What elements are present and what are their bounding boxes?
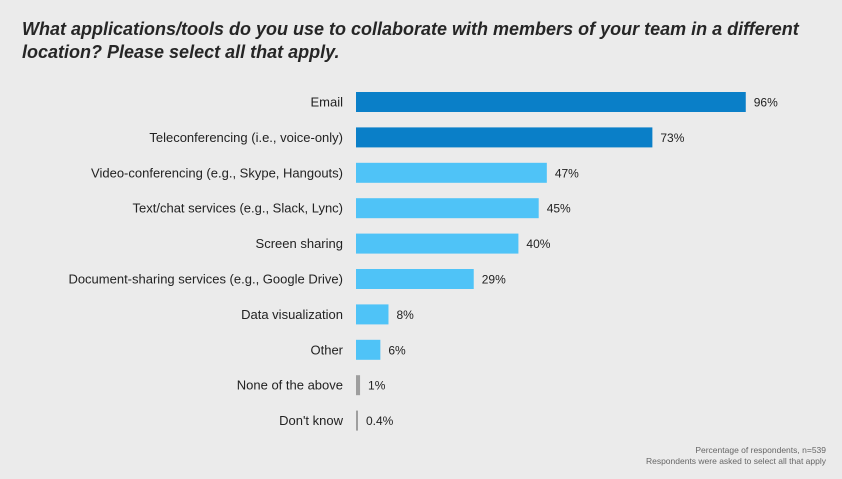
category-label-email: Email	[310, 95, 343, 110]
category-label-don-t-know: Don't know	[279, 413, 344, 428]
bar-other	[356, 339, 381, 360]
category-label-video-conferencing-e-g-skype-hangouts: Video-conferencing (e.g., Skype, Hangout…	[91, 165, 343, 180]
category-label-document-sharing-services-e-g-google-drive: Document-sharing services (e.g., Google …	[68, 272, 343, 287]
category-label-screen-sharing: Screen sharing	[256, 236, 343, 251]
value-label-text-chat-services-e-g-slack-lync: 45%	[547, 202, 571, 216]
footnote-select-all: Respondents were asked to select all tha…	[645, 456, 826, 466]
chart-title: What applications/tools do you use to co…	[22, 19, 799, 62]
category-label-text-chat-services-e-g-slack-lync: Text/chat services (e.g., Slack, Lync)	[133, 201, 343, 216]
footnote: Percentage of respondents, n=539 Respond…	[646, 445, 826, 467]
category-label-none-of-the-above: None of the above	[237, 378, 343, 393]
category-label-data-visualization: Data visualization	[241, 307, 343, 322]
category-label-other: Other	[310, 342, 343, 357]
value-label-data-visualization: 8%	[396, 308, 414, 322]
category-label-teleconferencing-i-e-voice-only: Teleconferencing (i.e., voice-only)	[149, 130, 343, 145]
bar-teleconferencing-i-e-voice-only	[356, 127, 653, 148]
bar-data-visualization	[356, 304, 389, 325]
bar-don-t-know	[356, 410, 358, 431]
value-label-other: 6%	[388, 343, 406, 357]
value-label-email: 96%	[754, 96, 778, 110]
bar-none-of-the-above	[356, 375, 361, 396]
value-label-none-of-the-above: 1%	[368, 379, 386, 393]
value-label-video-conferencing-e-g-skype-hangouts: 47%	[555, 166, 579, 180]
footnote-respondents: Percentage of respondents, n=539	[695, 445, 826, 455]
bar-video-conferencing-e-g-skype-hangouts	[356, 162, 547, 183]
value-label-don-t-know: 0.4%	[366, 414, 394, 428]
bar-screen-sharing	[356, 233, 519, 254]
bar-text-chat-services-e-g-slack-lync	[356, 198, 539, 219]
bar-document-sharing-services-e-g-google-drive	[356, 269, 474, 289]
bar-email	[356, 92, 746, 112]
value-label-screen-sharing: 40%	[526, 237, 550, 251]
value-label-teleconferencing-i-e-voice-only: 73%	[660, 131, 684, 145]
value-label-document-sharing-services-e-g-google-drive: 29%	[482, 273, 506, 287]
